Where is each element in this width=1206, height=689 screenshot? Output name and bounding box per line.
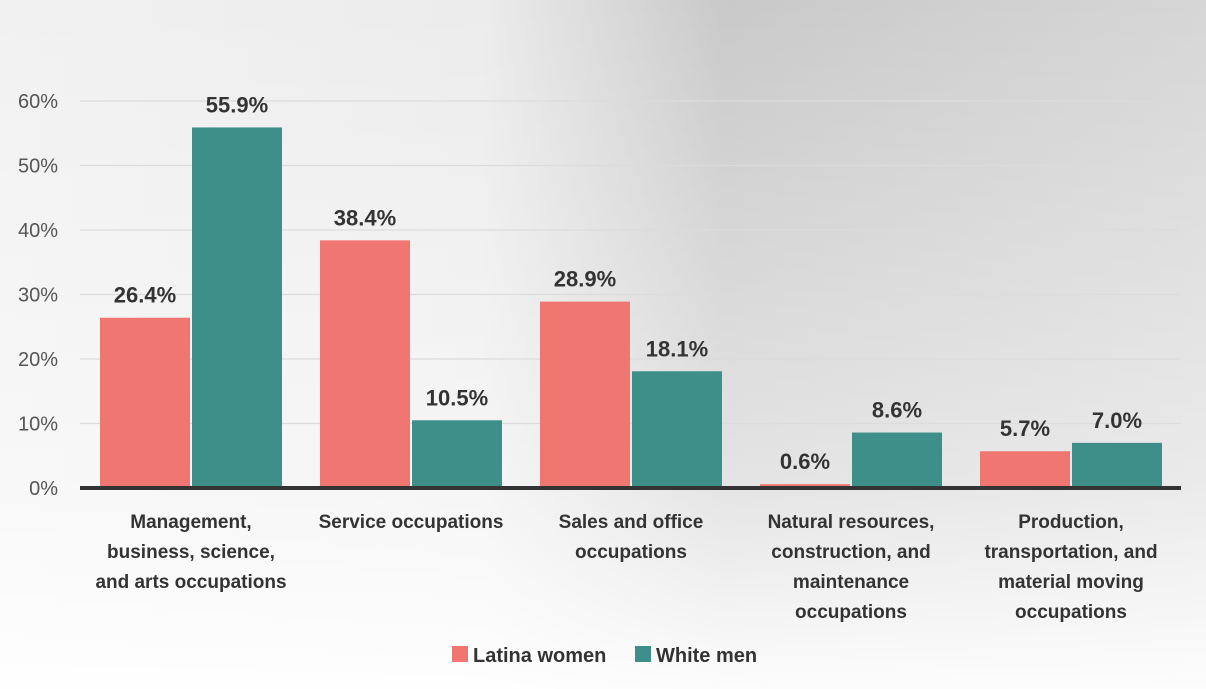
y-tick-label: 60% xyxy=(18,91,58,113)
data-label: 28.9% xyxy=(554,267,616,292)
bar xyxy=(632,371,722,488)
bar xyxy=(412,420,502,488)
data-label: 18.1% xyxy=(646,336,708,361)
y-tick-label: 10% xyxy=(18,414,58,436)
data-label: 26.4% xyxy=(114,283,176,308)
legend: Latina women White men xyxy=(452,645,757,667)
category-label: Management, business, science, and arts oc… xyxy=(95,512,286,593)
data-label: 7.0% xyxy=(1092,408,1142,433)
data-label: 0.6% xyxy=(780,449,830,474)
bar xyxy=(320,240,410,488)
data-label: 55.9% xyxy=(206,92,268,117)
category-label: Service occupations xyxy=(319,512,504,533)
data-label: 8.6% xyxy=(872,398,922,423)
category-label: Sales and office occupations xyxy=(559,512,704,563)
data-label: 38.4% xyxy=(334,205,396,230)
data-label: 10.5% xyxy=(426,385,488,410)
legend-label: White men xyxy=(656,645,757,667)
bar xyxy=(852,432,942,488)
y-tick-label: 50% xyxy=(18,156,58,178)
y-tick-label: 30% xyxy=(18,285,58,307)
bar xyxy=(100,317,190,488)
legend-swatch xyxy=(452,646,468,662)
bar xyxy=(192,127,282,488)
legend-label: Latina women xyxy=(473,645,606,667)
y-tick-label: 20% xyxy=(18,349,58,371)
bar xyxy=(1072,442,1162,488)
category-label: Natural resources, construction, and maint… xyxy=(768,512,935,623)
y-tick-label: 0% xyxy=(29,478,58,500)
bar xyxy=(980,451,1070,488)
y-tick-label: 40% xyxy=(18,220,58,242)
data-label: 5.7% xyxy=(1000,416,1050,441)
legend-swatch xyxy=(635,646,651,662)
category-label: Production, transportation, and material m… xyxy=(984,512,1157,623)
bar xyxy=(540,301,630,488)
